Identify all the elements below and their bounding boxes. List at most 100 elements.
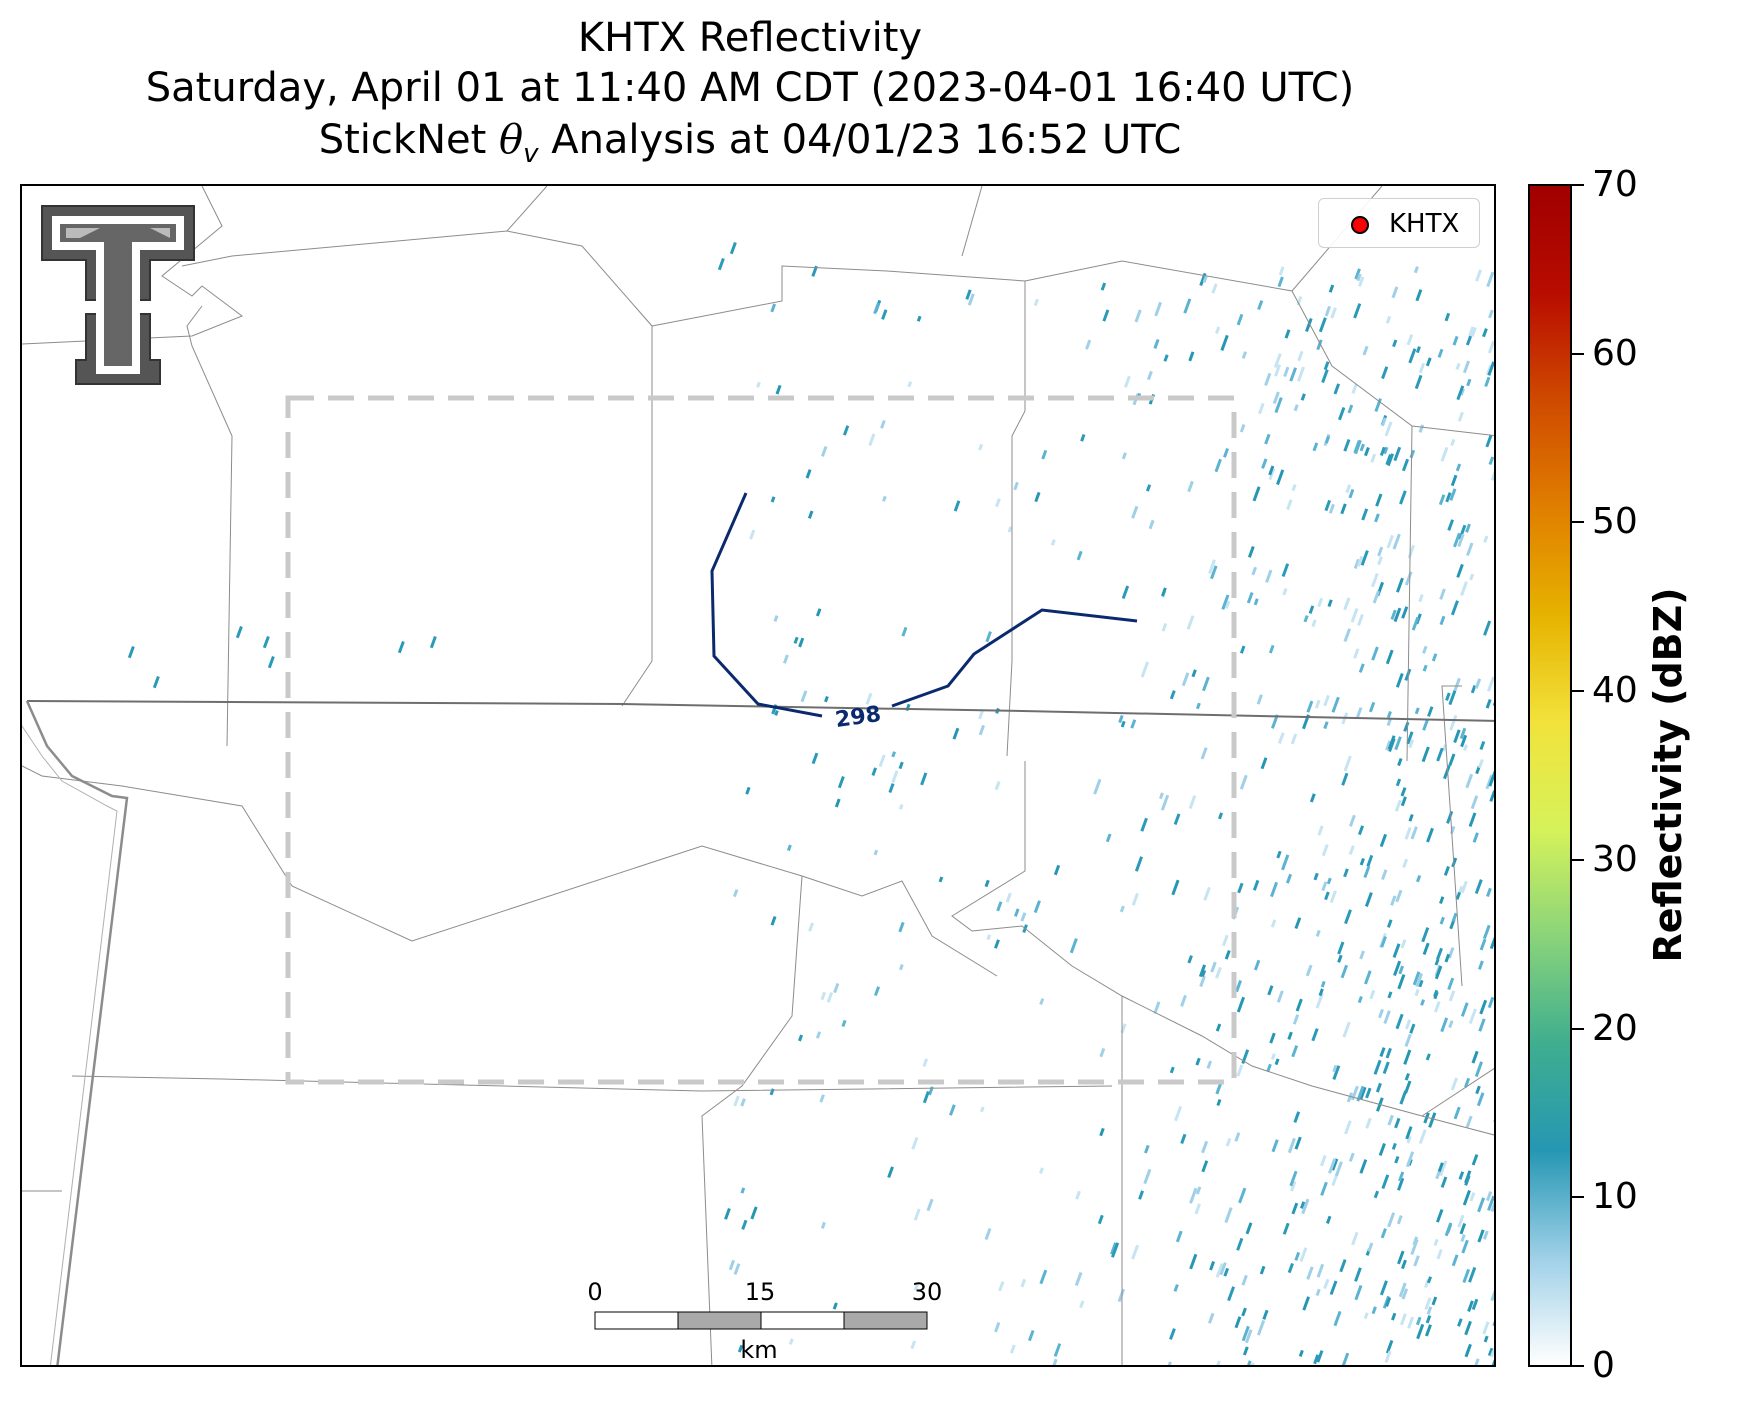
- reflectivity-pixel: [1462, 360, 1471, 374]
- reflectivity-pixel: [1111, 1242, 1120, 1258]
- scale-segment-1: [594, 1311, 679, 1330]
- reflectivity-pixel: [1354, 268, 1361, 280]
- reflectivity-pixel: [1041, 449, 1048, 460]
- reflectivity-pixel: [1080, 434, 1086, 442]
- reflectivity-pixel: [1131, 892, 1139, 906]
- reflectivity-pixel: [1261, 458, 1268, 469]
- reflectivity-pixel: [1379, 446, 1386, 456]
- reflectivity-pixel: [1379, 1047, 1386, 1057]
- reflectivity-pixel: [1169, 1066, 1175, 1074]
- reflectivity-pixel: [1371, 1306, 1377, 1315]
- reflectivity-pixel: [1327, 599, 1333, 608]
- reflectivity-pixel: [1420, 999, 1426, 1006]
- reflectivity-pixel: [887, 1166, 894, 1179]
- colorbar-label-50: 50: [1592, 501, 1638, 543]
- reflectivity-pixel: [808, 922, 815, 932]
- reflectivity-pixel: [1434, 958, 1440, 966]
- reflectivity-pixel: [1436, 1249, 1443, 1260]
- reflectivity-pixel: [1333, 383, 1341, 395]
- reflectivity-pixel: [1416, 1323, 1425, 1340]
- reflectivity-pixel: [815, 608, 822, 617]
- reflectivity-pixel: [1398, 1282, 1407, 1298]
- reflectivity-pixel: [1487, 676, 1494, 692]
- reflectivity-pixel: [1241, 351, 1248, 359]
- reflectivity-pixel: [1160, 794, 1170, 811]
- reflectivity-pixel: [1323, 694, 1330, 707]
- reflectivity-pixel: [1379, 1280, 1388, 1296]
- county-line-n-3: [651, 265, 1026, 411]
- reflectivity-pixel: [1444, 953, 1451, 963]
- reflectivity-pixel: [1201, 1140, 1209, 1154]
- reflectivity-pixel: [1386, 919, 1393, 928]
- reflectivity-pixel: [1131, 505, 1139, 519]
- reflectivity-pixel: [1223, 447, 1230, 458]
- reflectivity-pixel: [1398, 1171, 1405, 1182]
- reflectivity-pixel: [1351, 1231, 1359, 1246]
- reflectivity-pixel: [1163, 354, 1169, 362]
- reflectivity-pixel: [1317, 825, 1324, 836]
- scale-segment-3: [760, 1311, 845, 1330]
- reflectivity-pixel: [1406, 731, 1414, 745]
- reflectivity-pixel: [1144, 1144, 1150, 1154]
- reflectivity-pixel: [1464, 1175, 1471, 1186]
- reflectivity-pixel: [1487, 996, 1494, 1009]
- reflectivity-pixel: [1385, 315, 1392, 324]
- radar-map[interactable]: 298: [20, 184, 1496, 1367]
- reflectivity-pixel: [1328, 284, 1335, 293]
- reflectivity-pixel: [1483, 620, 1492, 636]
- reflectivity-pixel: [1390, 895, 1397, 906]
- reflectivity-pixel: [811, 752, 819, 765]
- colorbar-label-60: 60: [1592, 332, 1638, 374]
- reflectivity-pixel: [1453, 532, 1461, 548]
- reflectivity-pixel: [1483, 1335, 1489, 1343]
- reflectivity-pixel: [1236, 1064, 1244, 1077]
- reflectivity-pixel: [1471, 1050, 1479, 1064]
- reflectivity-pixel: [994, 781, 1001, 791]
- reflectivity-pixel: [1161, 587, 1167, 597]
- reflectivity-pixel: [1485, 434, 1493, 448]
- county-line-s-2: [951, 761, 1494, 1136]
- reflectivity-pixel: [1316, 339, 1323, 351]
- reflectivity-pixel: [1200, 747, 1208, 760]
- reflectivity-pixel: [1134, 856, 1144, 872]
- reflectivity-pixel: [1464, 1320, 1472, 1336]
- reflectivity-pixel: [1377, 556, 1383, 566]
- reflectivity-pixel: [1198, 964, 1207, 978]
- reflectivity-pixel: [1220, 334, 1229, 351]
- reflectivity-pixel: [1414, 707, 1420, 715]
- reflectivity-pixel: [1206, 1060, 1213, 1069]
- reflectivity-pixel: [1208, 559, 1216, 574]
- reflectivity-pixel: [1138, 1190, 1145, 1200]
- reflectivity-pixel: [1105, 833, 1112, 843]
- reflectivity-pixel: [1453, 677, 1461, 692]
- reflectivity-pixel: [1445, 692, 1451, 701]
- reflectivity-pixel: [1140, 661, 1150, 678]
- reflectivity-pixel: [1478, 1018, 1486, 1032]
- reflectivity-pixel: [1464, 1077, 1471, 1088]
- reflectivity-pixel: [1413, 1255, 1420, 1267]
- reflectivity-pixel: [1446, 810, 1454, 824]
- reflectivity-pixel: [1489, 1349, 1494, 1358]
- reflectivity-pixel: [1266, 1063, 1272, 1073]
- reflectivity-pixel: [740, 1098, 746, 1107]
- reflectivity-pixel: [888, 783, 895, 794]
- reflectivity-pixel: [1348, 814, 1356, 827]
- reflectivity-pixel: [1421, 746, 1430, 763]
- reflectivity-pixel: [1460, 734, 1468, 748]
- reflectivity-pixel: [1300, 393, 1306, 401]
- reflectivity-pixel: [1402, 858, 1409, 868]
- reflectivity-pixel: [1449, 825, 1456, 835]
- legend-label: KHTX: [1389, 209, 1460, 239]
- reflectivity-pixel: [1320, 1155, 1327, 1167]
- reflectivity-pixel: [1282, 1222, 1290, 1235]
- reflectivity-pixel: [1386, 534, 1394, 549]
- reflectivity-pixel: [1020, 912, 1027, 922]
- reflectivity-pixel: [788, 1338, 794, 1345]
- reflectivity-pixel: [1140, 817, 1148, 832]
- reflectivity-pixel: [1053, 864, 1061, 876]
- reflectivity-pixel: [1346, 1092, 1354, 1103]
- reflectivity-pixel: [1244, 1329, 1253, 1344]
- map-canvas: 298: [22, 186, 1494, 1365]
- reflectivity-pixel: [1202, 275, 1208, 283]
- reflectivity-pixel: [1187, 955, 1193, 964]
